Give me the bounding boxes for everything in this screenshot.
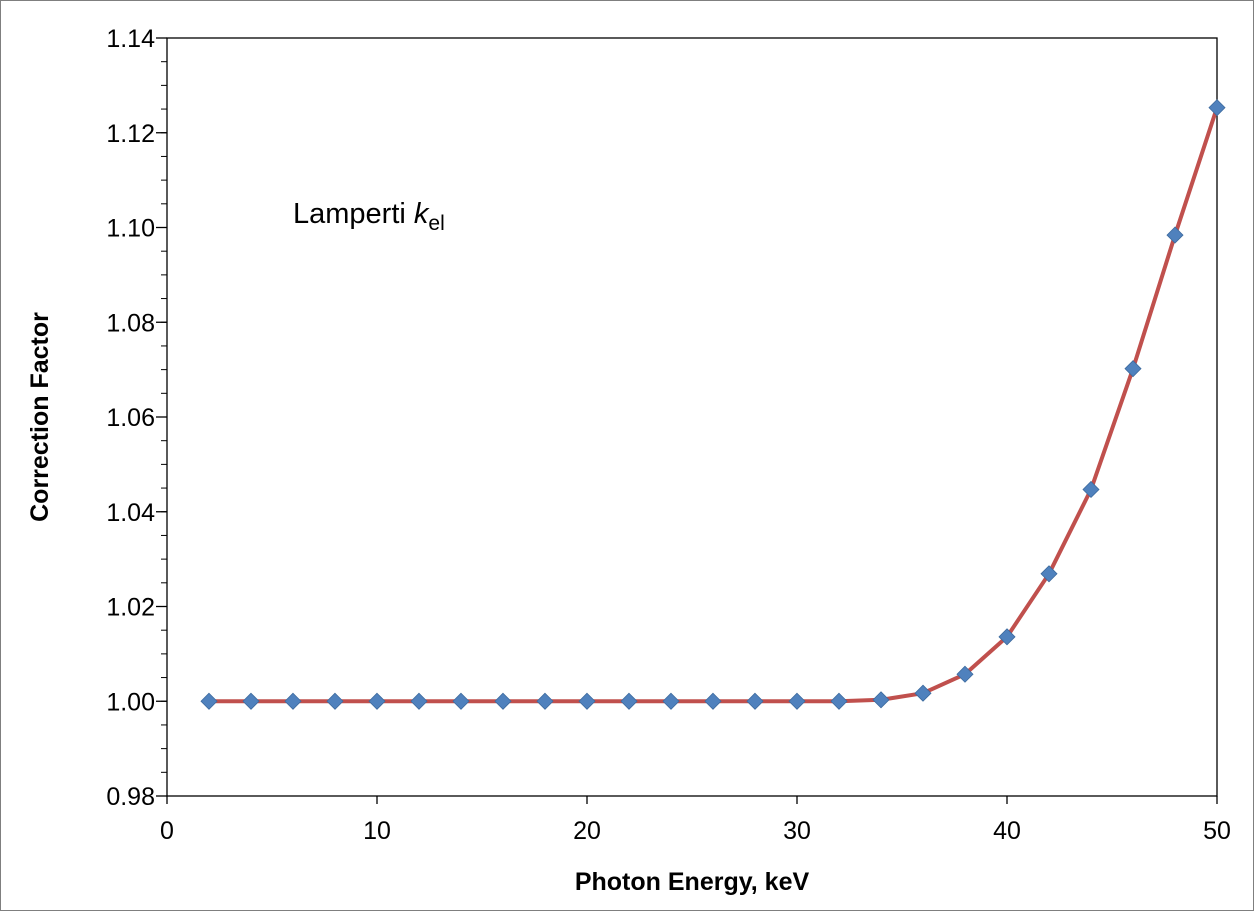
data-point-marker — [662, 692, 680, 710]
data-point-marker — [788, 692, 806, 710]
y-tick-label: 1.02 — [106, 594, 155, 622]
data-point-marker — [242, 692, 260, 710]
data-point-marker — [494, 692, 512, 710]
y-tick-label: 0.98 — [106, 783, 155, 811]
y-tick-label: 1.12 — [106, 120, 155, 148]
y-axis-ticks: 0.98 1.00 1.02 1.04 1.06 1.08 1.10 1.12 1.14 — [106, 25, 167, 811]
data-point-marker — [410, 692, 428, 710]
data-point-marker — [452, 692, 470, 710]
series-markers — [200, 99, 1226, 710]
x-axis-title: Photon Energy, keV — [575, 868, 810, 896]
data-point-marker — [830, 692, 848, 710]
x-axis-ticks: 0 10 20 30 40 50 — [160, 796, 1231, 845]
x-tick-label: 30 — [783, 817, 811, 845]
annotation-subscript: el — [428, 212, 444, 235]
data-point-marker — [1040, 565, 1058, 583]
annotation-main: Lamperti — [293, 198, 414, 230]
y-tick-label: 1.14 — [106, 25, 155, 53]
data-point-marker — [1124, 360, 1142, 378]
data-point-marker — [620, 692, 638, 710]
data-point-marker — [914, 684, 932, 702]
y-tick-label: 1.04 — [106, 499, 155, 527]
data-point-marker — [746, 692, 764, 710]
x-tick-label: 50 — [1203, 817, 1231, 845]
data-point-marker — [578, 692, 596, 710]
x-tick-label: 0 — [160, 817, 174, 845]
x-tick-label: 20 — [573, 817, 601, 845]
y-axis-title: Correction Factor — [26, 312, 54, 522]
data-point-marker — [956, 665, 974, 683]
y-tick-label: 1.06 — [106, 404, 155, 432]
y-tick-label: 1.10 — [106, 215, 155, 243]
data-point-marker — [536, 692, 554, 710]
x-tick-label: 10 — [363, 817, 391, 845]
data-point-marker — [284, 692, 302, 710]
plot-area-border — [166, 37, 1218, 797]
annotation-label: Lamperti kel — [293, 198, 445, 235]
x-tick-label: 40 — [993, 817, 1021, 845]
y-tick-label: 1.00 — [106, 688, 155, 716]
data-point-marker — [998, 628, 1016, 646]
data-point-marker — [1082, 480, 1100, 499]
data-point-marker — [704, 692, 722, 710]
data-point-marker — [368, 692, 386, 710]
data-point-marker — [1208, 99, 1226, 117]
annotation-italic: k — [414, 198, 430, 230]
data-point-marker — [200, 692, 218, 710]
data-point-marker — [1166, 226, 1184, 244]
y-tick-label: 1.08 — [106, 309, 155, 337]
data-point-marker — [872, 691, 890, 709]
series-line — [209, 106, 1219, 704]
data-point-marker — [326, 692, 344, 710]
